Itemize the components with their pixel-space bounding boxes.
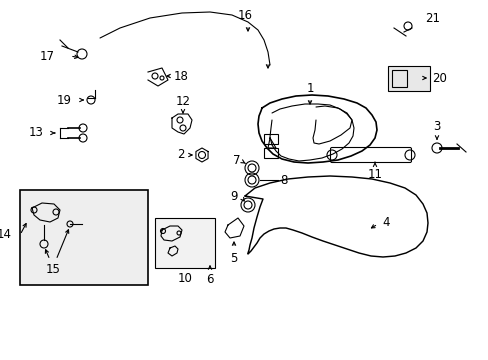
Text: 5: 5	[230, 252, 237, 265]
Text: 13: 13	[29, 126, 44, 139]
Text: 7: 7	[232, 153, 240, 166]
Text: 17: 17	[40, 49, 55, 63]
Bar	[155, 218, 215, 268]
Text: 18: 18	[174, 69, 188, 82]
Bar	[264, 134, 278, 144]
Text: 11: 11	[367, 168, 382, 181]
Bar	[391, 70, 406, 87]
Text: 10: 10	[177, 272, 192, 285]
Text: 20: 20	[431, 72, 446, 85]
Text: 3: 3	[432, 120, 440, 133]
Bar	[20, 190, 148, 285]
Text: 9: 9	[230, 189, 238, 202]
Text: 2: 2	[177, 148, 184, 162]
Text: 12: 12	[175, 95, 190, 108]
Text: 15: 15	[45, 263, 61, 276]
Text: 8: 8	[280, 174, 287, 186]
Text: 16: 16	[237, 9, 252, 22]
Text: 4: 4	[381, 216, 389, 229]
Text: 19: 19	[57, 94, 72, 107]
Text: 1: 1	[305, 82, 313, 95]
Bar	[264, 148, 278, 158]
Bar	[387, 66, 429, 91]
Text: 6: 6	[206, 273, 213, 286]
Text: 14: 14	[0, 229, 12, 242]
Text: 21: 21	[424, 12, 439, 24]
